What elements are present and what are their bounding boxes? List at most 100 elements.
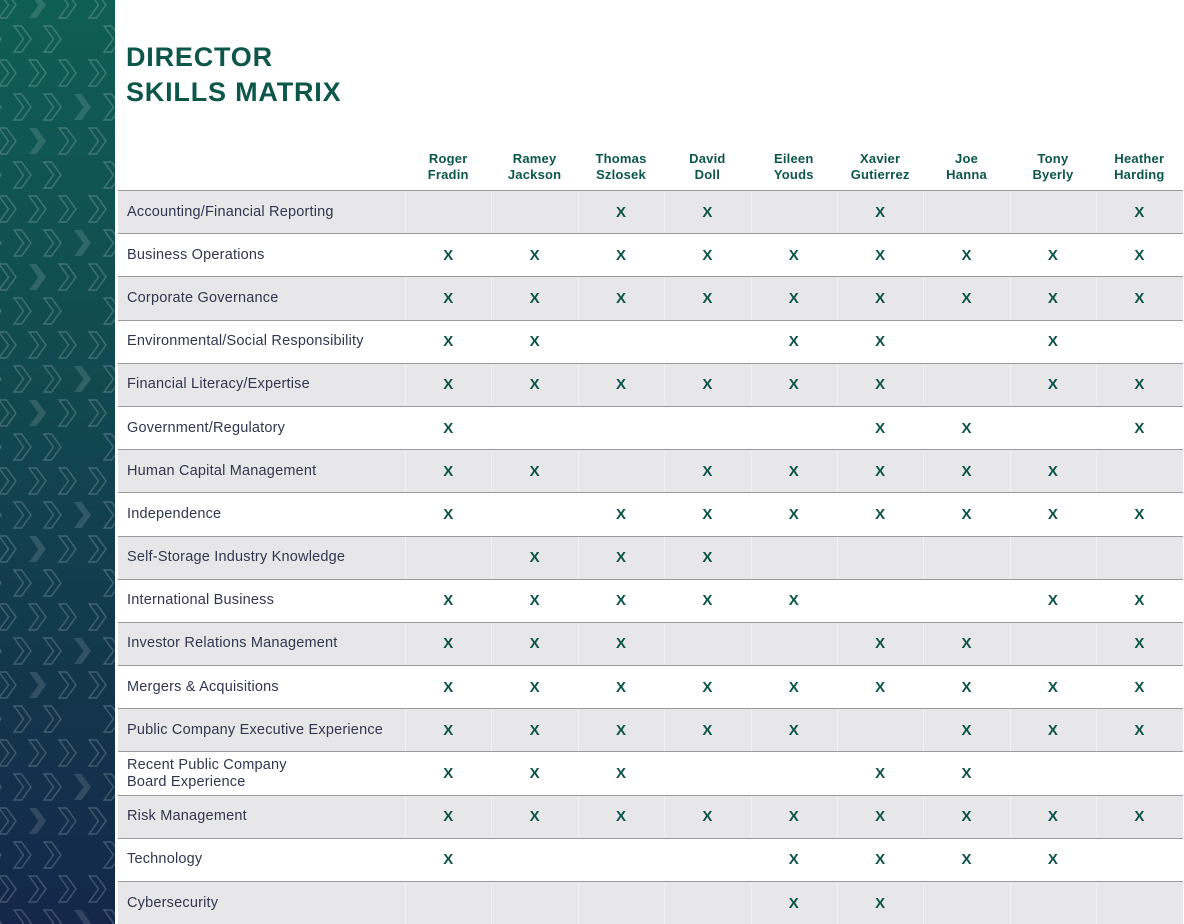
skill-mark-empty: [1096, 537, 1182, 579]
skill-mark: X: [702, 505, 713, 523]
table-row: Accounting/Financial Reporting X X X X: [118, 190, 1183, 234]
skill-mark-empty: [664, 882, 750, 924]
director-name: Roger Fradin: [427, 151, 469, 182]
skill-mark: X: [923, 450, 1009, 492]
skill-mark: X: [1096, 191, 1182, 233]
skill-mark: X: [578, 796, 664, 838]
table-row: Government/Regulatory X X X X: [118, 405, 1183, 450]
table-row: Public Company Executive Experience X X X X X…: [118, 708, 1183, 752]
skill-mark-empty: [923, 580, 1009, 622]
skill-mark: X: [664, 450, 750, 492]
skill-mark: X: [1047, 851, 1058, 869]
skill-mark: X: [491, 796, 577, 838]
skill-mark-empty: [923, 191, 1009, 233]
skill-label: Cybersecurity: [127, 894, 219, 911]
skill-mark: X: [529, 333, 540, 351]
skill-mark: X: [702, 678, 713, 696]
skill-mark: X: [1096, 709, 1182, 751]
skill-mark-empty: [837, 580, 923, 622]
skill-mark: X: [837, 796, 923, 838]
table-row: Cybersecurity X X: [118, 881, 1183, 924]
skill-mark-empty: [491, 493, 577, 535]
skill-mark: X: [875, 333, 886, 351]
skill-mark-empty: [491, 839, 577, 881]
skill-mark: X: [664, 277, 750, 319]
skill-mark: X: [837, 191, 923, 233]
header-spacer: [118, 144, 405, 190]
skill-mark: X: [529, 592, 540, 610]
director-name: Heather Harding: [1114, 151, 1165, 182]
skill-mark: X: [1047, 592, 1058, 610]
chevron-pattern-icon: [0, 0, 115, 924]
table-row: Investor Relations Management X X X X X X: [118, 621, 1183, 666]
skill-mark: X: [702, 246, 713, 264]
skill-mark-empty: [405, 882, 491, 924]
skill-mark: X: [875, 246, 886, 264]
skill-label: Independence: [127, 505, 222, 522]
skill-mark: X: [751, 709, 837, 751]
skill-mark: X: [875, 419, 886, 437]
skill-label: Environmental/Social Responsibility: [127, 333, 364, 350]
skill-mark: X: [788, 678, 799, 696]
skill-mark-empty: [751, 623, 837, 665]
skill-mark-empty: [837, 709, 923, 751]
page-title: DIRECTOR SKILLS MATRIX: [126, 42, 342, 107]
skill-mark: X: [1096, 277, 1182, 319]
skill-mark-empty: [751, 752, 837, 794]
skill-mark: X: [664, 537, 750, 579]
skill-mark-empty: [578, 450, 664, 492]
skill-mark-empty: [751, 407, 837, 449]
table-row: Human Capital Management X X X X X X X: [118, 449, 1183, 493]
skill-mark: X: [1047, 333, 1058, 351]
skill-mark-empty: [1096, 752, 1182, 794]
skill-mark: X: [1010, 450, 1096, 492]
director-name: Eileen Youds: [773, 151, 814, 182]
skill-mark-empty: [664, 752, 750, 794]
skill-mark: X: [875, 851, 886, 869]
skill-mark-empty: [664, 839, 750, 881]
director-name: Tony Byerly: [1032, 151, 1074, 182]
table-row: Recent Public Company Board Experience X X…: [118, 751, 1183, 795]
skill-mark: X: [875, 678, 886, 696]
skill-mark: X: [1047, 505, 1058, 523]
sidebar-chevron-banner: [0, 0, 115, 924]
skill-mark: X: [923, 709, 1009, 751]
skill-label: Government/Regulatory: [127, 419, 286, 436]
skill-mark-empty: [1010, 407, 1096, 449]
header-row: Roger Fradin Ramey Jackson Thomas Szlosek D…: [118, 144, 1183, 190]
skill-mark-empty: [923, 882, 1009, 924]
skill-mark-empty: [405, 191, 491, 233]
skill-mark: X: [837, 623, 923, 665]
skill-mark: X: [615, 678, 626, 696]
skill-mark-empty: [1010, 752, 1096, 794]
skill-mark-empty: [1096, 839, 1182, 881]
skill-mark: X: [1010, 364, 1096, 406]
skill-mark: X: [405, 796, 491, 838]
skill-mark: X: [837, 450, 923, 492]
skill-mark-empty: [1096, 321, 1182, 363]
table-row: Mergers & Acquisitions X X X X X X X X X: [118, 665, 1183, 709]
skill-mark: X: [961, 505, 972, 523]
skill-mark-empty: [751, 537, 837, 579]
skill-mark: X: [961, 419, 972, 437]
skill-label: Technology: [127, 851, 203, 868]
skill-mark: X: [491, 709, 577, 751]
table-body: Accounting/Financial Reporting X X X X Busine…: [118, 190, 1183, 924]
skill-mark-empty: [1010, 882, 1096, 924]
skill-label: Public Company Executive Experience: [127, 721, 384, 738]
skill-mark: X: [405, 277, 491, 319]
skill-mark: X: [702, 592, 713, 610]
director-name: Thomas Szlosek: [595, 151, 647, 182]
table-row: Financial Literacy/Expertise X X X X X X X X: [118, 362, 1183, 406]
skill-mark: X: [491, 537, 577, 579]
table-row: Corporate Governance X X X X X X X X X: [118, 276, 1183, 320]
director-name: Joe Hanna: [946, 151, 987, 182]
skill-mark: X: [961, 765, 972, 783]
skill-mark: X: [837, 277, 923, 319]
skill-label: Self-Storage Industry Knowledge: [127, 549, 346, 566]
skill-mark: X: [1134, 505, 1145, 523]
skill-mark: X: [664, 796, 750, 838]
skill-label: Business Operations: [127, 246, 265, 263]
skill-mark: X: [875, 765, 886, 783]
skill-mark: X: [615, 246, 626, 264]
